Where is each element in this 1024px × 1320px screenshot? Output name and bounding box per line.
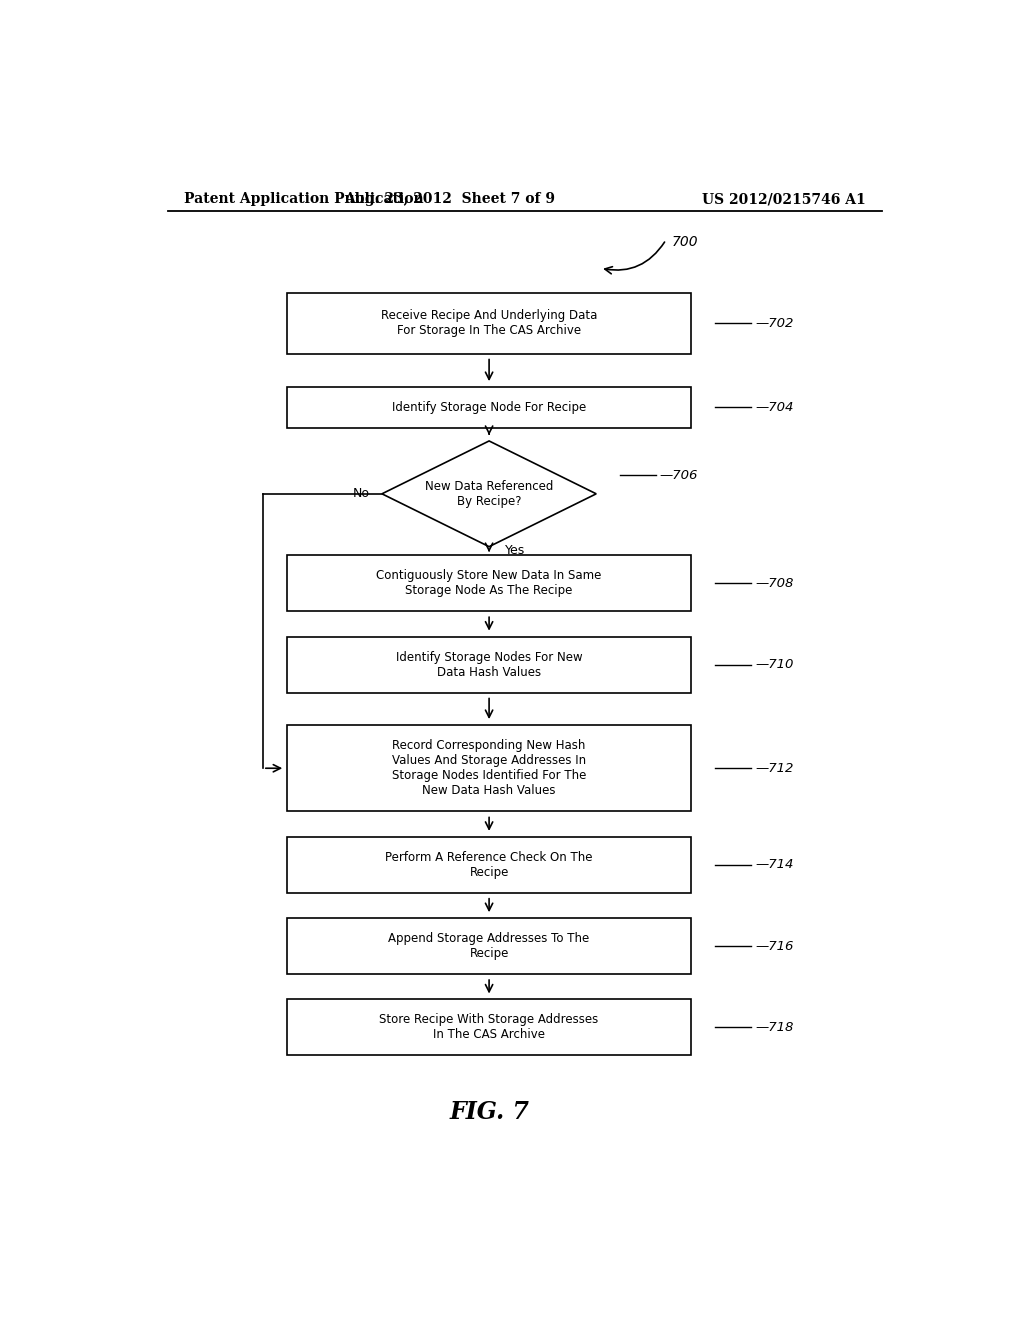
Text: Identify Storage Nodes For New
Data Hash Values: Identify Storage Nodes For New Data Hash… bbox=[395, 651, 583, 678]
Text: FIG. 7: FIG. 7 bbox=[450, 1100, 529, 1123]
FancyBboxPatch shape bbox=[287, 636, 691, 693]
Text: —710: —710 bbox=[755, 659, 794, 671]
Text: Yes: Yes bbox=[505, 544, 525, 557]
Text: Aug. 23, 2012  Sheet 7 of 9: Aug. 23, 2012 Sheet 7 of 9 bbox=[344, 191, 555, 206]
Text: —702: —702 bbox=[755, 317, 794, 330]
FancyBboxPatch shape bbox=[287, 556, 691, 611]
Polygon shape bbox=[382, 441, 596, 546]
FancyBboxPatch shape bbox=[287, 293, 691, 354]
Text: Receive Recipe And Underlying Data
For Storage In The CAS Archive: Receive Recipe And Underlying Data For S… bbox=[381, 309, 597, 337]
Text: —716: —716 bbox=[755, 940, 794, 953]
Text: US 2012/0215746 A1: US 2012/0215746 A1 bbox=[702, 191, 866, 206]
Text: —704: —704 bbox=[755, 401, 794, 414]
Text: —712: —712 bbox=[755, 762, 794, 775]
Text: No: No bbox=[353, 487, 370, 500]
Text: Identify Storage Node For Recipe: Identify Storage Node For Recipe bbox=[392, 401, 586, 414]
Text: Patent Application Publication: Patent Application Publication bbox=[183, 191, 423, 206]
Text: New Data Referenced
By Recipe?: New Data Referenced By Recipe? bbox=[425, 479, 553, 508]
FancyBboxPatch shape bbox=[287, 999, 691, 1056]
FancyBboxPatch shape bbox=[287, 837, 691, 892]
Text: —708: —708 bbox=[755, 577, 794, 590]
Text: Record Corresponding New Hash
Values And Storage Addresses In
Storage Nodes Iden: Record Corresponding New Hash Values And… bbox=[392, 739, 587, 797]
Text: —718: —718 bbox=[755, 1020, 794, 1034]
Text: Store Recipe With Storage Addresses
In The CAS Archive: Store Recipe With Storage Addresses In T… bbox=[380, 1014, 599, 1041]
Text: —714: —714 bbox=[755, 858, 794, 871]
Text: Append Storage Addresses To The
Recipe: Append Storage Addresses To The Recipe bbox=[388, 932, 590, 960]
FancyBboxPatch shape bbox=[287, 387, 691, 428]
Text: —706: —706 bbox=[659, 469, 698, 482]
FancyBboxPatch shape bbox=[287, 725, 691, 812]
Text: Contiguously Store New Data In Same
Storage Node As The Recipe: Contiguously Store New Data In Same Stor… bbox=[377, 569, 602, 597]
FancyBboxPatch shape bbox=[287, 919, 691, 974]
Text: Perform A Reference Check On The
Recipe: Perform A Reference Check On The Recipe bbox=[385, 851, 593, 879]
Text: 700: 700 bbox=[672, 235, 698, 248]
